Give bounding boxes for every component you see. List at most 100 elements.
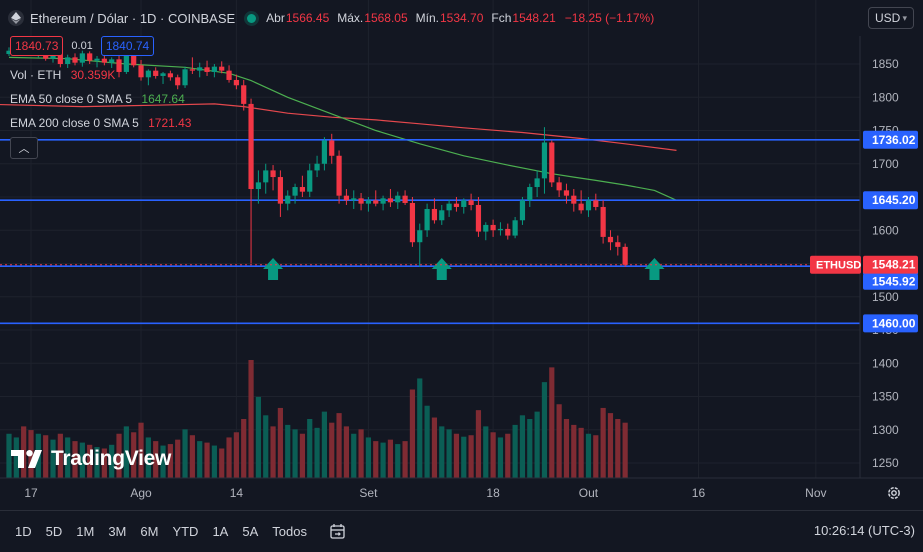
- timeframe-all[interactable]: Todos: [272, 524, 307, 539]
- bottom-toolbar: 1D 5D 1M 3M 6M YTD 1A 5A Todos 10:26:14 …: [0, 510, 923, 552]
- timeframe-1a[interactable]: 1A: [212, 524, 229, 539]
- ohlc-readout: Abr1566.45 Máx.1568.05 Mín.1534.70 Fch15…: [266, 11, 654, 25]
- last-price-tag-bg: [863, 255, 918, 274]
- sell-button[interactable]: 1840.73: [10, 36, 64, 56]
- level-price-tag: 1460.00: [872, 316, 916, 330]
- price-tick-label: 1850: [872, 57, 899, 71]
- timeframe-6m[interactable]: 6M: [140, 524, 159, 539]
- level-price-tag-bg: [863, 314, 918, 333]
- candle-body: [402, 195, 408, 203]
- candle-body: [263, 170, 269, 183]
- candle-body: [541, 142, 548, 179]
- volume-bar: [549, 367, 555, 478]
- legend-ema50[interactable]: EMA 50 close 0 SMA 5 1647.64: [10, 92, 185, 106]
- candle-body: [505, 228, 511, 236]
- price-tick-label: 1700: [872, 157, 899, 171]
- symbol-tag: ETHUSD: [816, 260, 861, 272]
- ohlc-value: 1534.70: [440, 11, 484, 25]
- candle-body: [622, 246, 628, 265]
- price-tick-label: 1250: [872, 456, 899, 470]
- candle-body: [571, 195, 577, 204]
- candle-body: [417, 230, 423, 243]
- clock[interactable]: 10:26:14 (UTC-3): [813, 523, 915, 538]
- time-tick-label: Out: [579, 486, 599, 500]
- timeframe-3m[interactable]: 3M: [108, 524, 127, 539]
- timeframe-5d[interactable]: 5D: [45, 524, 63, 539]
- candle-body: [475, 204, 482, 232]
- timeframe-ytd[interactable]: YTD: [172, 524, 199, 539]
- volume-bar: [94, 447, 100, 478]
- timeframe-5a[interactable]: 5A: [242, 524, 259, 539]
- candle-body: [167, 73, 173, 78]
- candle-body: [549, 142, 555, 183]
- candle-body: [292, 187, 298, 196]
- volume-bar: [402, 441, 408, 478]
- chevron-down-icon: ▾: [902, 12, 907, 23]
- tradingview-wordmark: TradingView: [51, 447, 172, 470]
- volume-bar: [13, 437, 19, 478]
- candle-body: [329, 140, 335, 156]
- candle-body: [424, 208, 430, 231]
- candle-body: [109, 59, 115, 63]
- price-chart[interactable]: 1250130013501400145015001550160016501700…: [0, 0, 923, 510]
- candle-body: [365, 200, 372, 204]
- gear-icon[interactable]: [886, 485, 902, 501]
- volume-bar: [226, 437, 232, 478]
- legend-label: EMA 200 close 0 SMA 5: [10, 116, 139, 130]
- timeframe-1m[interactable]: 1M: [76, 524, 95, 539]
- legend-ema200[interactable]: EMA 200 close 0 SMA 5 1721.43: [10, 116, 191, 130]
- candle-body: [57, 52, 63, 64]
- candle-body: [138, 65, 144, 78]
- candle-body: [79, 53, 85, 63]
- volume-bar: [329, 422, 335, 478]
- candle-body: [255, 182, 261, 190]
- volume-bar: [373, 441, 379, 478]
- tradingview-logo: TradingView: [11, 447, 171, 471]
- market-open-indicator-icon: [247, 13, 257, 23]
- volume-bar: [446, 429, 452, 478]
- candle-body: [600, 206, 606, 237]
- volume-bar: [563, 419, 570, 478]
- currency-select[interactable]: USD ▾: [868, 7, 914, 29]
- candle-body: [483, 224, 489, 232]
- ohlc-value: 1568.05: [364, 11, 408, 25]
- candle-body: [197, 67, 203, 71]
- volume-bar: [527, 419, 533, 478]
- legend-label: Vol · ETH: [10, 68, 62, 82]
- date-range-icon[interactable]: [329, 523, 347, 541]
- up-arrow-icon: [263, 258, 284, 280]
- candle-body: [6, 50, 12, 55]
- volume-bar: [615, 419, 621, 478]
- candle-body: [373, 200, 379, 204]
- buy-button[interactable]: 1840.74: [100, 36, 155, 56]
- candle-body: [446, 203, 452, 211]
- candle-body: [497, 228, 504, 231]
- trade-panel: 1840.73 0.01 1840.74: [10, 36, 155, 56]
- volume-bar: [431, 417, 438, 478]
- volume-bar: [468, 435, 474, 478]
- volume-bar: [321, 411, 328, 478]
- volume-bar: [607, 413, 614, 478]
- chart-header: Ethereum / Dólar · 1D · COINBASE Abr1566…: [8, 9, 654, 27]
- level-price-tag: 1736.02: [872, 133, 916, 147]
- legend-volume[interactable]: Vol · ETH 30.359K: [10, 68, 115, 82]
- symbol-title[interactable]: Ethereum / Dólar · 1D · COINBASE: [30, 10, 236, 26]
- volume-bar: [387, 439, 394, 478]
- volume-bar: [475, 410, 482, 478]
- timeframe-1d[interactable]: 1D: [15, 524, 32, 539]
- volume-bar: [424, 405, 430, 478]
- change-value: −18.25 (−1.17%): [564, 11, 655, 25]
- time-tick-label: 17: [24, 486, 38, 500]
- price-axis-bg: [860, 0, 923, 510]
- candle-body: [145, 70, 151, 78]
- volume-bar: [519, 415, 526, 478]
- collapse-legend-button[interactable]: ︿: [10, 137, 38, 159]
- candle-body: [131, 53, 137, 66]
- volume-bar: [109, 444, 115, 478]
- level-price-tag-bg: [863, 130, 918, 149]
- spread-value: 0.01: [71, 40, 93, 52]
- volume-bar: [87, 444, 93, 478]
- candle-body: [615, 242, 621, 247]
- volume-bar: [204, 442, 210, 478]
- time-tick-label: Nov: [805, 486, 826, 500]
